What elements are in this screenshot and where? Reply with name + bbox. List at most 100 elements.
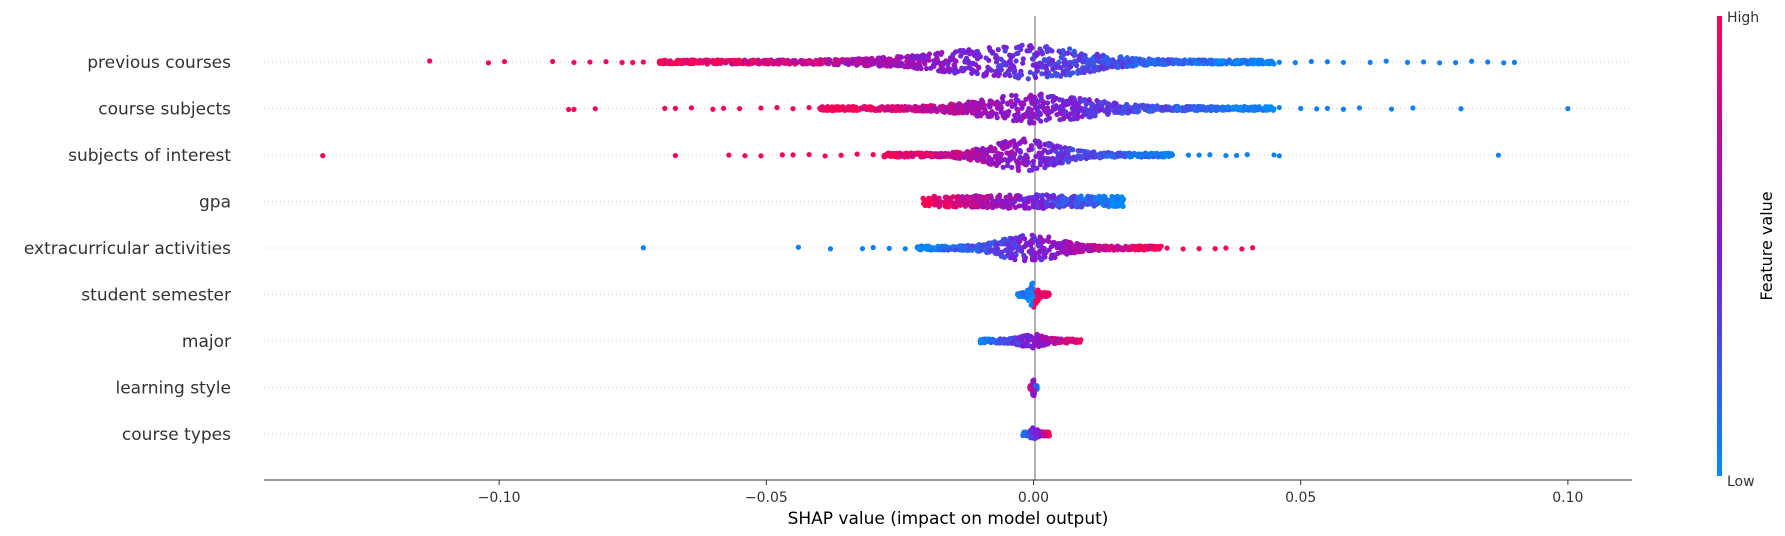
data-point [1046, 238, 1052, 245]
data-point [1070, 70, 1076, 76]
data-point [1038, 95, 1044, 101]
data-point [1007, 194, 1013, 200]
data-point [1276, 59, 1282, 65]
data-point [662, 105, 668, 112]
data-point [1155, 57, 1162, 64]
data-point [603, 59, 609, 65]
data-point [1437, 60, 1443, 66]
data-point [979, 111, 985, 117]
data-point [1033, 194, 1040, 200]
data-point [1058, 196, 1064, 202]
data-point [1124, 101, 1130, 108]
data-point [1049, 252, 1055, 258]
data-point [1030, 294, 1036, 300]
data-point [1018, 46, 1024, 53]
data-point [1101, 108, 1108, 114]
data-point [996, 192, 1003, 198]
data-point [978, 194, 985, 201]
data-point [1097, 107, 1103, 113]
data-point [854, 59, 861, 66]
data-point [928, 106, 934, 112]
data-point [894, 59, 900, 65]
feature-label: subjects of interest [68, 146, 231, 166]
data-point [1025, 342, 1032, 349]
data-point [1041, 58, 1047, 64]
data-point [1008, 250, 1014, 256]
data-point [1080, 201, 1086, 207]
data-point [1292, 60, 1298, 66]
data-point [1080, 148, 1086, 154]
data-point [985, 64, 991, 70]
data-point [630, 59, 636, 66]
data-point [1020, 60, 1026, 66]
data-point [1119, 64, 1126, 70]
data-point [1024, 48, 1030, 54]
data-point [837, 105, 843, 111]
data-point [1082, 245, 1088, 251]
data-point [1011, 138, 1017, 144]
data-point [1495, 152, 1502, 158]
data-point [1040, 245, 1047, 252]
data-point [640, 245, 647, 251]
data-point [1004, 340, 1010, 346]
data-point [790, 152, 796, 158]
data-point [969, 195, 975, 201]
data-point [1022, 333, 1028, 339]
data-point [948, 196, 954, 202]
data-point [1028, 302, 1034, 308]
data-point [1235, 59, 1241, 65]
data-point [1314, 106, 1320, 112]
data-point [1194, 60, 1201, 66]
data-point [1130, 58, 1136, 64]
data-point [876, 62, 882, 69]
data-point [890, 105, 896, 111]
data-point [1016, 335, 1022, 341]
data-point [953, 58, 959, 64]
feature-label: gpa [199, 193, 231, 213]
data-point [1565, 106, 1571, 112]
data-point [1043, 117, 1050, 123]
data-point [1388, 106, 1395, 112]
data-point [1029, 257, 1036, 263]
data-point [870, 244, 876, 251]
data-point [1184, 103, 1190, 110]
data-point [1079, 98, 1085, 104]
data-point [1013, 96, 1019, 103]
data-point [1042, 158, 1048, 165]
data-point [1037, 294, 1044, 301]
data-point [1105, 153, 1112, 159]
data-point [974, 194, 980, 201]
data-point [1074, 201, 1080, 207]
data-point [1079, 196, 1085, 202]
data-point [910, 60, 916, 66]
data-point [1147, 57, 1154, 63]
data-point [1248, 57, 1254, 63]
data-point [1132, 108, 1138, 114]
data-point [1044, 100, 1051, 106]
data-point [865, 104, 871, 110]
data-point [995, 246, 1001, 252]
data-point [1105, 60, 1112, 67]
data-point [1033, 250, 1039, 257]
data-point [1356, 105, 1363, 111]
data-point [936, 198, 942, 204]
data-point [1007, 153, 1013, 159]
data-point [1031, 101, 1038, 107]
data-point [657, 60, 663, 66]
data-point [1165, 60, 1172, 67]
data-point [1196, 246, 1202, 252]
data-point [761, 57, 768, 63]
data-point [751, 58, 757, 64]
data-point [1068, 202, 1074, 208]
data-point [1016, 203, 1022, 209]
data-point [1073, 157, 1079, 163]
data-point [1060, 202, 1066, 208]
data-point [640, 59, 647, 65]
data-point [978, 99, 984, 106]
data-point [1021, 252, 1027, 259]
data-point [978, 337, 984, 343]
data-point [1025, 76, 1031, 82]
data-point [806, 104, 812, 111]
data-point [1056, 105, 1062, 112]
data-point [1012, 102, 1018, 108]
